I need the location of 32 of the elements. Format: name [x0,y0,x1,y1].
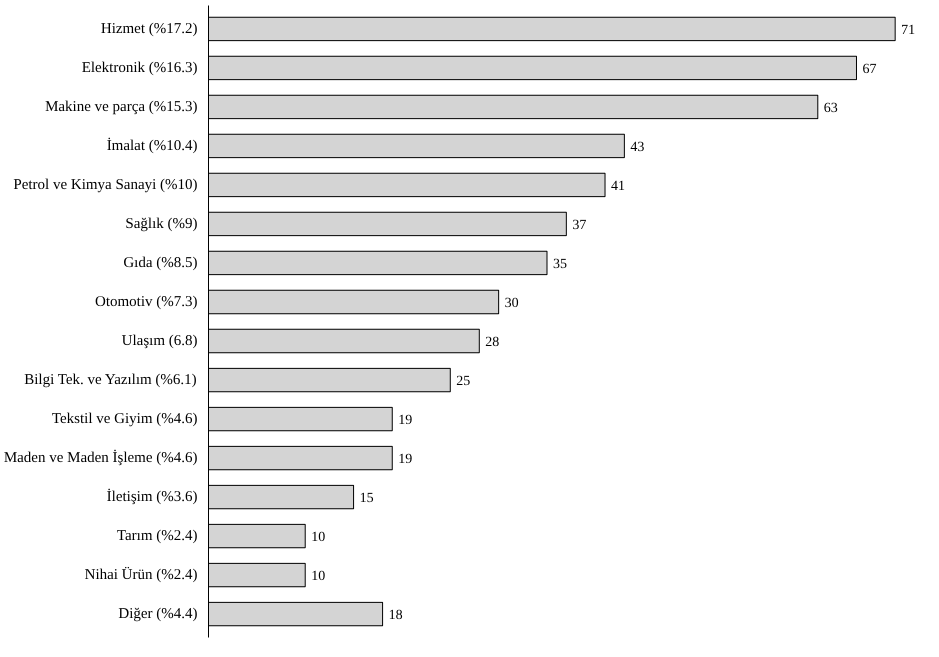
data-label: 35 [553,256,567,272]
y-tick-label: Petrol ve Kimya Sanayi (%10) [13,176,198,193]
data-label: 10 [311,569,326,584]
y-tick-label: Elektronik (%16.3) [82,60,198,76]
y-tick-label: Nihai Ürün (%2.4) [84,566,198,584]
y-tick-label: Ulaşım (6.8) [122,333,198,350]
data-label: 18 [388,608,403,624]
data-label: 15 [360,491,374,506]
y-tick-label: Maden ve Maden İşleme (%4.6) [4,449,198,466]
y-tick-label: Otomotiv (%7.3) [95,294,198,310]
y-tick-label: Tekstil ve Giyim (%4.6) [52,411,198,428]
y-tick-label: Gıda (%8.5) [123,254,198,271]
data-label: 10 [311,530,326,546]
data-label: 71 [901,22,916,38]
y-tick-label: Bilgi Tek. ve Yazılım (%6.1) [24,372,197,388]
y-tick-label: Makine ve parça (%15.3) [45,98,198,115]
y-tick-label: Sağlık (%9) [125,216,198,232]
y-tick-label: İmalat (%10.4) [106,136,198,154]
y-tick-label: Hizmet (%17.2) [100,20,198,37]
data-label: 19 [398,452,412,468]
y-tick-label: İletişim (%3.6) [106,488,198,506]
data-label: 25 [456,374,470,390]
data-label: 28 [485,335,500,350]
data-label: 19 [398,413,412,428]
data-label: 37 [572,218,586,233]
data-label: 43 [630,140,644,155]
data-label: 63 [824,100,838,116]
data-label: 41 [611,178,626,194]
data-label: 30 [504,296,519,311]
y-tick-label: Diğer (%4.4) [118,606,198,622]
data-label: 67 [862,62,876,77]
y-tick-label: Tarım (%2.4) [116,528,198,544]
